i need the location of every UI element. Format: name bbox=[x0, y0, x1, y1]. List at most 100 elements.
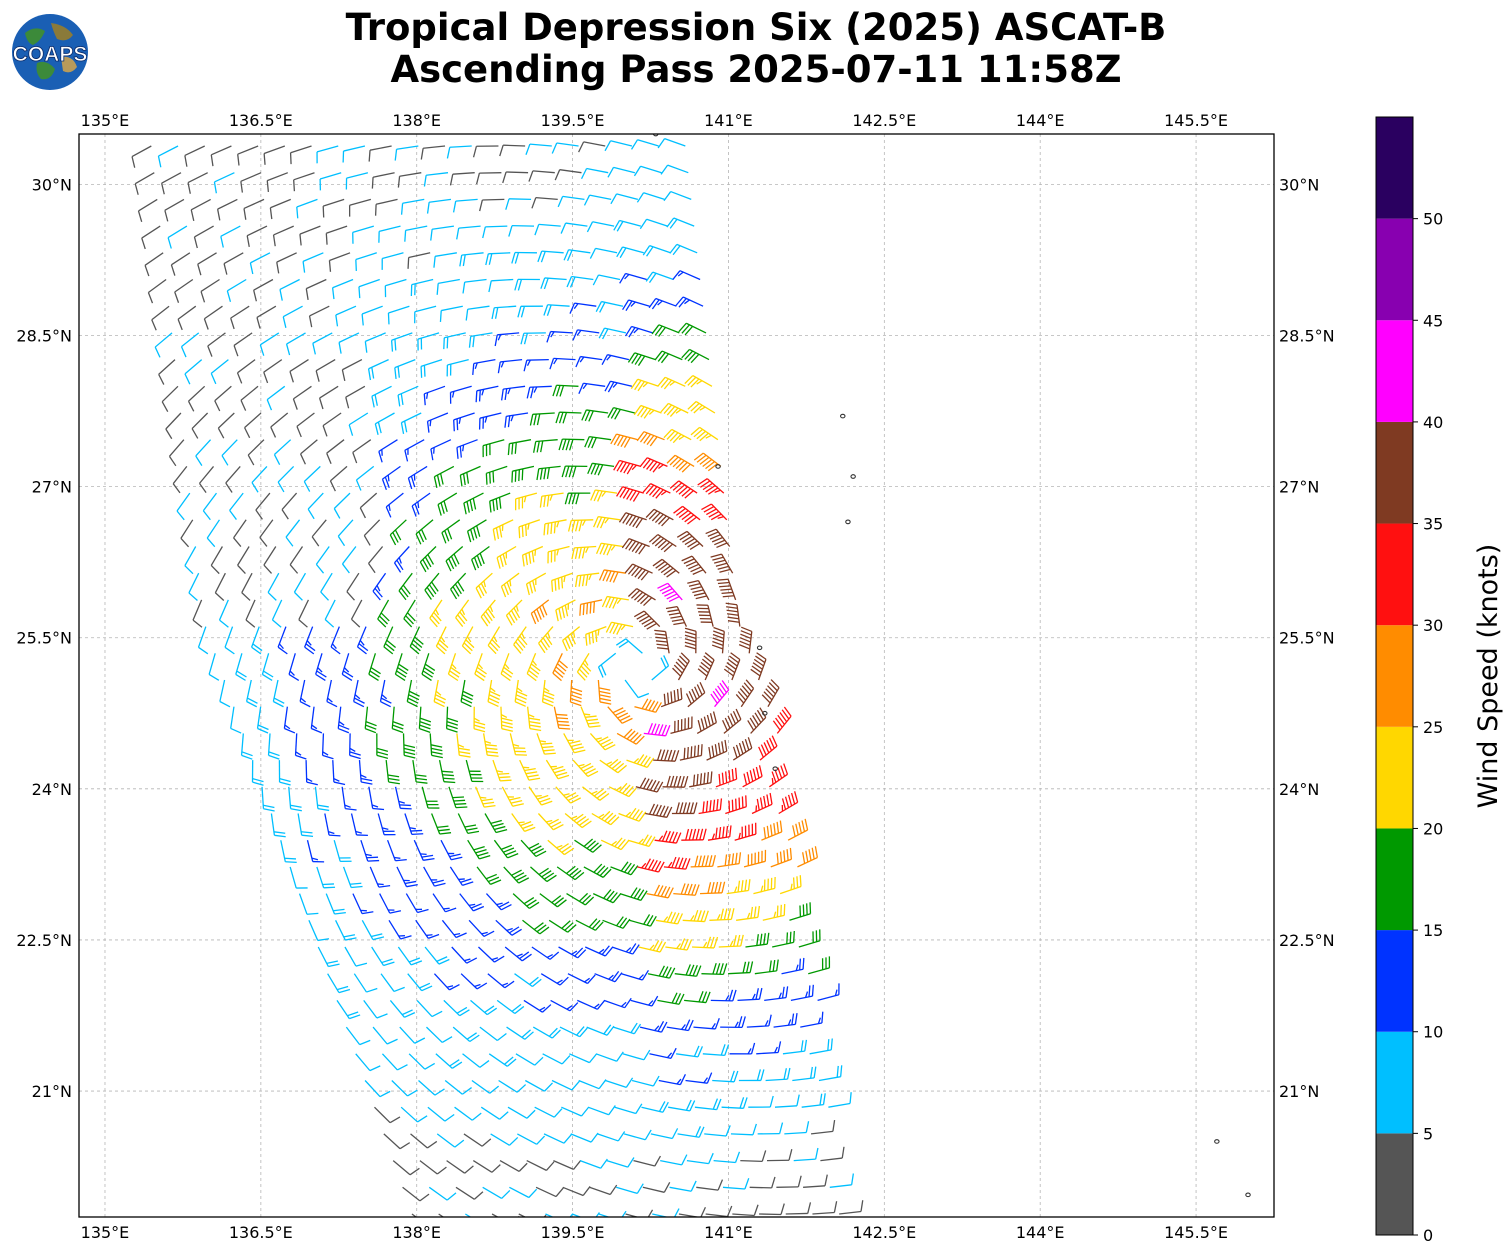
colorbar-segment bbox=[1376, 523, 1413, 626]
wind-barb bbox=[192, 599, 203, 628]
wind-barb bbox=[509, 1186, 538, 1199]
wind-barb bbox=[476, 866, 502, 885]
wind-barb bbox=[269, 198, 291, 220]
wind-barb bbox=[184, 546, 197, 575]
wind-barb bbox=[615, 638, 643, 654]
lat-tick-label-right: 25.5°N bbox=[1279, 629, 1335, 648]
wind-barb bbox=[637, 858, 665, 873]
wind-barb bbox=[308, 305, 330, 328]
wind-barb bbox=[529, 412, 555, 426]
wind-barb bbox=[263, 359, 283, 384]
wind-barb bbox=[689, 771, 713, 788]
wind-barb bbox=[315, 359, 336, 382]
wind-barb bbox=[436, 278, 460, 295]
wind-barb bbox=[784, 1121, 810, 1135]
wind-barb bbox=[671, 802, 698, 815]
wind-barb bbox=[299, 439, 318, 465]
wind-barb bbox=[294, 733, 307, 760]
wind-barb bbox=[429, 733, 443, 759]
wind-barb bbox=[528, 170, 555, 182]
wind-barb bbox=[658, 1074, 686, 1086]
wind-barb bbox=[488, 278, 514, 293]
wind-barb bbox=[537, 813, 564, 831]
wind-barb bbox=[457, 813, 480, 835]
wind-barb bbox=[551, 572, 573, 592]
wind-barb bbox=[670, 716, 693, 735]
wind-barb bbox=[446, 145, 472, 159]
wind-barb bbox=[610, 193, 639, 205]
wind-barb bbox=[455, 599, 470, 627]
colorbar-tick-label: 15 bbox=[1423, 921, 1443, 940]
wind-barb bbox=[319, 172, 342, 191]
wind-barb bbox=[676, 1045, 704, 1058]
wind-barb bbox=[371, 946, 395, 967]
wind-barb bbox=[493, 839, 519, 859]
wind-barb bbox=[610, 433, 638, 448]
wind-barb bbox=[384, 278, 407, 298]
wind-barb bbox=[501, 786, 524, 807]
wind-barb bbox=[554, 169, 582, 181]
wind-barb bbox=[266, 385, 286, 411]
wind-barb bbox=[685, 681, 706, 708]
wind-barb bbox=[435, 626, 449, 655]
wind-barb bbox=[747, 707, 767, 734]
wind-barb bbox=[790, 984, 814, 1002]
wind-barb bbox=[208, 653, 220, 681]
colorbar-tick-label: 10 bbox=[1423, 1023, 1443, 1042]
wind-barb bbox=[489, 492, 511, 513]
wind-barb bbox=[707, 825, 732, 841]
wind-barb bbox=[666, 1019, 694, 1032]
wind-barb bbox=[221, 439, 238, 466]
lat-tick-label-right: 21°N bbox=[1279, 1082, 1319, 1101]
wind-barb bbox=[397, 385, 419, 407]
wind-barb bbox=[500, 572, 520, 598]
wind-barb bbox=[360, 839, 380, 862]
wind-barb bbox=[549, 357, 576, 370]
wind-barb bbox=[463, 1133, 492, 1147]
wind-barb bbox=[151, 305, 170, 331]
wind-barb bbox=[315, 546, 330, 574]
wind-barb bbox=[229, 492, 244, 520]
wind-barb bbox=[587, 1105, 616, 1116]
wind-barb bbox=[217, 412, 235, 439]
wind-barb bbox=[413, 839, 435, 861]
wind-barb bbox=[164, 198, 185, 222]
wind-barb bbox=[622, 299, 650, 312]
wind-barb bbox=[716, 578, 737, 601]
wind-barb bbox=[482, 225, 508, 239]
wind-barb bbox=[797, 846, 819, 868]
wind-barb bbox=[392, 1160, 420, 1176]
wind-barb bbox=[403, 599, 416, 628]
wind-barb bbox=[506, 1026, 534, 1040]
wind-barb bbox=[484, 813, 508, 834]
wind-barb bbox=[487, 626, 501, 655]
lon-tick-label-top: 141°E bbox=[704, 111, 753, 130]
wind-barb bbox=[660, 1154, 688, 1166]
wind-barb bbox=[190, 198, 211, 222]
wind-barb bbox=[400, 1106, 428, 1123]
wind-barb bbox=[630, 995, 659, 1007]
wind-barb bbox=[487, 973, 515, 989]
wind-barb bbox=[535, 1186, 564, 1198]
island bbox=[762, 710, 768, 716]
wind-barb bbox=[653, 749, 680, 762]
wind-barb bbox=[436, 1133, 465, 1148]
wind-barb bbox=[500, 706, 514, 732]
wind-barb bbox=[356, 626, 369, 655]
wind-barb bbox=[512, 893, 540, 909]
wind-barb bbox=[726, 879, 751, 895]
wind-barb bbox=[433, 679, 446, 708]
wind-barb bbox=[519, 759, 541, 781]
wind-barb bbox=[613, 459, 641, 475]
wind-barb bbox=[195, 439, 212, 466]
wind-barb bbox=[349, 733, 361, 760]
wind-barb bbox=[177, 305, 197, 331]
wind-barb bbox=[618, 807, 647, 822]
wind-barb bbox=[636, 192, 665, 203]
wind-barb bbox=[678, 1206, 707, 1217]
wind-barb bbox=[710, 553, 734, 574]
wind-barb bbox=[495, 919, 522, 936]
wind-barb bbox=[772, 706, 792, 734]
wind-barb bbox=[607, 407, 635, 420]
wind-barb bbox=[455, 1186, 484, 1200]
